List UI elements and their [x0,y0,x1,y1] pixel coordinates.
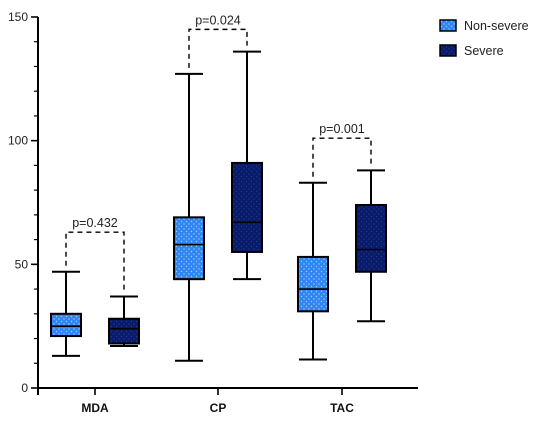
p-value-label: p=0.024 [195,13,241,27]
p-value-label: p=0.001 [319,122,365,136]
p-value-bracket-cp: p=0.024 [188,13,248,68]
iqr-box [231,161,263,253]
y-tick-label: 100 [8,134,28,148]
iqr-box [108,317,140,345]
p-value-label: p=0.432 [72,216,118,230]
box-non-severe-mda [50,270,82,357]
bracket-line [188,28,248,68]
y-tick-label: 150 [8,10,28,24]
x-tick-label-cp: CP [210,401,227,415]
legend-label-severe: Severe [464,44,504,58]
iqr-box [355,203,387,273]
bracket-line [65,231,125,291]
iqr-box [173,216,205,281]
p-value-annotations: p=0.432 p=0.024 p=0.001 [65,13,372,291]
axes: 0 50 100 150 MDA CP TAC [8,10,418,415]
box-severe-tac [355,169,387,323]
y-tick-label: 0 [21,381,28,395]
legend-swatch-severe [439,44,457,57]
box-severe-cp [231,50,263,281]
legend-label-non-severe: Non-severe [464,19,529,33]
box-non-severe-cp [173,72,205,362]
iqr-box [50,312,82,338]
legend: Non-severe Severe [439,19,529,58]
legend-swatch-non-severe [439,19,457,32]
x-tick-label-mda: MDA [81,401,109,415]
box-non-severe-tac [297,181,329,361]
p-value-bracket-mda: p=0.432 [65,216,125,291]
x-tick-label-tac: TAC [330,401,354,415]
box-severe-mda [108,295,140,347]
y-tick-label: 50 [15,257,29,271]
boxes [50,50,387,362]
p-value-bracket-tac: p=0.001 [312,122,372,177]
iqr-box [297,255,329,313]
bracket-line [312,137,372,177]
